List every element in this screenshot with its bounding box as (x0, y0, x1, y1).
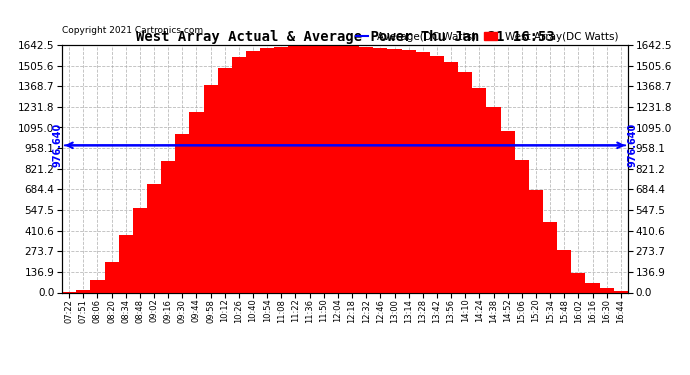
Bar (444, 62, 458, 292)
Bar (614, 291, 628, 292)
Bar (147, 184, 161, 292)
Bar (430, 56, 444, 292)
Bar (302, 46, 317, 292)
Bar (571, 273, 585, 292)
Bar (458, 72, 472, 292)
Bar (585, 284, 600, 292)
Bar (402, 50, 415, 292)
Bar (204, 84, 218, 292)
Bar (388, 49, 402, 292)
Bar (260, 48, 274, 292)
Bar (175, 134, 189, 292)
Bar (359, 47, 373, 292)
Bar (218, 68, 232, 292)
Bar (274, 47, 288, 292)
Legend: Average(DC Watts), West Array(DC Watts): Average(DC Watts), West Array(DC Watts) (352, 28, 622, 46)
Bar (90, 280, 105, 292)
Bar (486, 107, 500, 292)
Text: 976.640: 976.640 (628, 123, 638, 168)
Bar (415, 52, 430, 292)
Bar (515, 160, 529, 292)
Bar (472, 88, 486, 292)
Bar (558, 250, 571, 292)
Bar (600, 288, 614, 292)
Bar (317, 45, 331, 292)
Bar (501, 131, 515, 292)
Bar (232, 57, 246, 292)
Bar (76, 290, 90, 292)
Bar (161, 161, 175, 292)
Text: Copyright 2021 Cartronics.com: Copyright 2021 Cartronics.com (62, 26, 204, 35)
Title: West Array Actual & Average Power Thu Jan 21 16:53: West Array Actual & Average Power Thu Ja… (136, 30, 554, 44)
Text: 976.640: 976.640 (52, 123, 62, 168)
Bar (246, 51, 260, 292)
Bar (543, 222, 558, 292)
Bar (373, 48, 388, 292)
Bar (331, 46, 345, 292)
Bar (288, 46, 302, 292)
Bar (189, 112, 204, 292)
Bar (105, 262, 119, 292)
Bar (529, 190, 543, 292)
Bar (345, 46, 359, 292)
Bar (132, 208, 147, 292)
Bar (119, 235, 133, 292)
